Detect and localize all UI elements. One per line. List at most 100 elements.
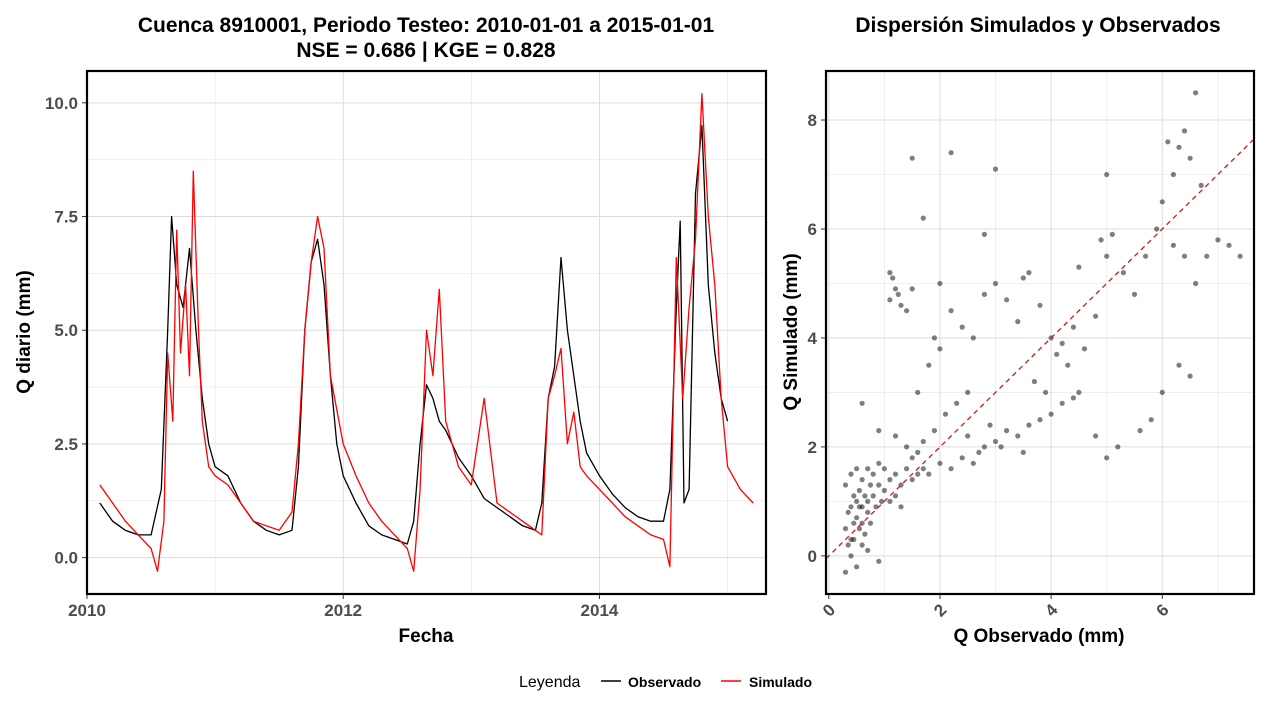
scatter-point (859, 542, 865, 548)
scatter-point (1131, 291, 1138, 297)
scatter-point (909, 455, 915, 461)
plot-border (824, 69, 1256, 596)
scatter-point (954, 400, 960, 406)
series-line-simulado (99, 93, 754, 572)
y-tick-label: 5.0 (54, 321, 78, 340)
scatter-point (981, 231, 988, 237)
x-tick-label: 2014 (581, 601, 619, 620)
scatter-point (848, 553, 854, 559)
scatter-point (887, 477, 893, 483)
scatter-point (992, 438, 999, 445)
scatter-point (1054, 351, 1060, 357)
scatter-point (1198, 182, 1204, 188)
scatter-point (1004, 297, 1010, 303)
scatter-point (1104, 171, 1110, 178)
scatter-point (892, 493, 899, 499)
scatter-point (1026, 422, 1032, 428)
scatter-point (1037, 302, 1043, 308)
scatter-point (1120, 270, 1126, 276)
scatter-point (1076, 264, 1082, 270)
scatter-point (981, 444, 988, 450)
scatter-point (865, 498, 871, 504)
y-tick-label: 0 (808, 547, 817, 566)
scatter-point (1109, 231, 1115, 237)
scatter-point (1048, 411, 1054, 417)
scatter-point (870, 471, 876, 477)
scatter-point (854, 515, 860, 521)
scatter-point (959, 455, 965, 461)
scatter-point (909, 286, 915, 292)
scatter-point (842, 526, 849, 532)
scatter-point (876, 482, 882, 488)
identity-reference-line (825, 138, 1255, 560)
scatter-point (1154, 226, 1160, 232)
scatter-point (904, 444, 910, 450)
scatter-point (1104, 253, 1110, 259)
scatter-point (1215, 237, 1221, 243)
plot-background (826, 71, 1254, 594)
scatter-point (909, 155, 915, 161)
series-line-observado (99, 124, 729, 545)
scatter-point (1137, 428, 1143, 434)
scatter-point (848, 471, 854, 477)
scatter-point (1159, 389, 1165, 395)
scatter-point (904, 308, 910, 314)
line-chart-x-axis-title: Fecha (399, 626, 454, 647)
scatter-point (1015, 433, 1021, 439)
scatter-point (876, 428, 882, 434)
scatter-point (1020, 449, 1026, 455)
legend: Leyenda Observado Simulado (519, 674, 812, 691)
scatter-point (1170, 171, 1176, 178)
scatter-point (1181, 128, 1188, 134)
scatter-point (1181, 253, 1188, 259)
scatter-point (976, 449, 982, 455)
scatter-point (895, 291, 901, 297)
scatter-point (859, 400, 865, 406)
scatter-point (862, 531, 868, 537)
scatter-point (842, 569, 849, 575)
scatter-point (887, 270, 893, 276)
line-chart-y-axis-title: Q diario (mm) (14, 270, 35, 394)
scatter-chart-panel: 0 2 4 6 0 2 4 6 8 (808, 69, 1256, 620)
scatter-point (865, 466, 871, 472)
scatter-point (862, 493, 868, 499)
scatter-point (915, 389, 921, 395)
scatter-point (1059, 340, 1065, 346)
scatter-point (1187, 373, 1193, 379)
scatter-point (867, 520, 874, 526)
scatter-point (879, 498, 885, 504)
scatter-x-axis-title: Q Observado (mm) (953, 626, 1124, 647)
scatter-point (856, 504, 863, 510)
x-tick-label: 2 (930, 600, 950, 620)
scatter-point (937, 460, 943, 466)
scatter-point (887, 297, 893, 303)
scatter-point (1093, 433, 1099, 439)
scatter-point (981, 291, 988, 297)
scatter-point (970, 335, 976, 341)
line-chart-panel: 2010 2012 2014 0.0 2.5 5.0 7.5 10.0 (45, 69, 768, 620)
x-tick-label: 6 (1153, 600, 1173, 620)
scatter-point (1193, 280, 1199, 287)
scatter-point (881, 466, 888, 472)
scatter-point (931, 335, 938, 341)
x-tick-label: 2012 (324, 601, 362, 620)
y-tick-label: 6 (808, 220, 817, 239)
scatter-point (1004, 428, 1010, 434)
scatter-point (898, 302, 904, 308)
scatter-point (1070, 395, 1076, 401)
scatter-point (1065, 362, 1071, 368)
scatter-point (870, 493, 876, 499)
legend-label-simulado: Simulado (749, 674, 812, 690)
scatter-point (845, 542, 851, 548)
y-tick-label: 2 (808, 438, 817, 457)
scatter-point (851, 493, 857, 499)
scatter-point (867, 482, 874, 488)
scatter-point (892, 433, 899, 439)
scatter-point (992, 280, 999, 287)
scatter-point (926, 471, 932, 477)
scatter-point (854, 466, 860, 472)
scatter-point (842, 482, 849, 488)
scatter-point (848, 504, 854, 510)
scatter-point (854, 498, 860, 504)
